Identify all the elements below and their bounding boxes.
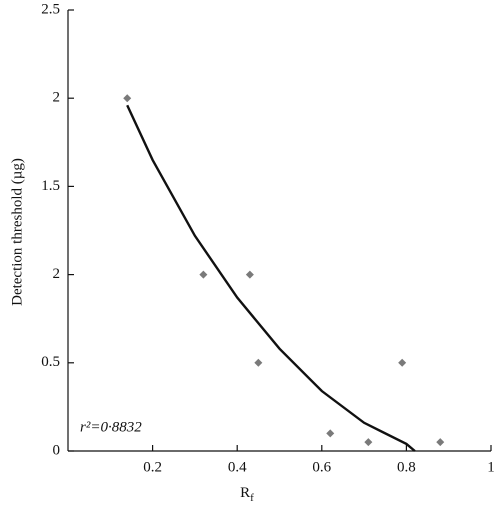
point: [398, 358, 407, 367]
y-tick-label: 1.5: [41, 178, 60, 194]
x-tick-label: 0.8: [397, 459, 416, 475]
x-axis-label: Rf: [240, 485, 254, 503]
y-axis-label: Detection threshold (µg): [9, 158, 25, 306]
point: [245, 270, 254, 279]
x-tick-label: 0.6: [312, 459, 331, 475]
x-label-sub: f: [250, 492, 254, 504]
point: [364, 438, 373, 447]
point: [326, 429, 335, 438]
y-tick-label: 2: [53, 90, 61, 106]
point: [199, 270, 208, 279]
x-tick-label: 0.4: [228, 459, 247, 475]
x-tick-label: 0.2: [143, 459, 162, 475]
point: [123, 94, 132, 103]
y-tick-label: 2: [53, 266, 61, 282]
fit-line: [126, 104, 416, 452]
y-tick-label: 2.5: [41, 1, 60, 17]
annotation: r²=0·8832: [80, 419, 142, 435]
x-tick-label: 1: [487, 459, 495, 475]
x-label-main: R: [240, 485, 250, 501]
point: [254, 358, 263, 367]
point: [436, 438, 445, 447]
y-tick-label: 0: [53, 442, 61, 458]
y-tick-label: 0.5: [41, 354, 60, 370]
